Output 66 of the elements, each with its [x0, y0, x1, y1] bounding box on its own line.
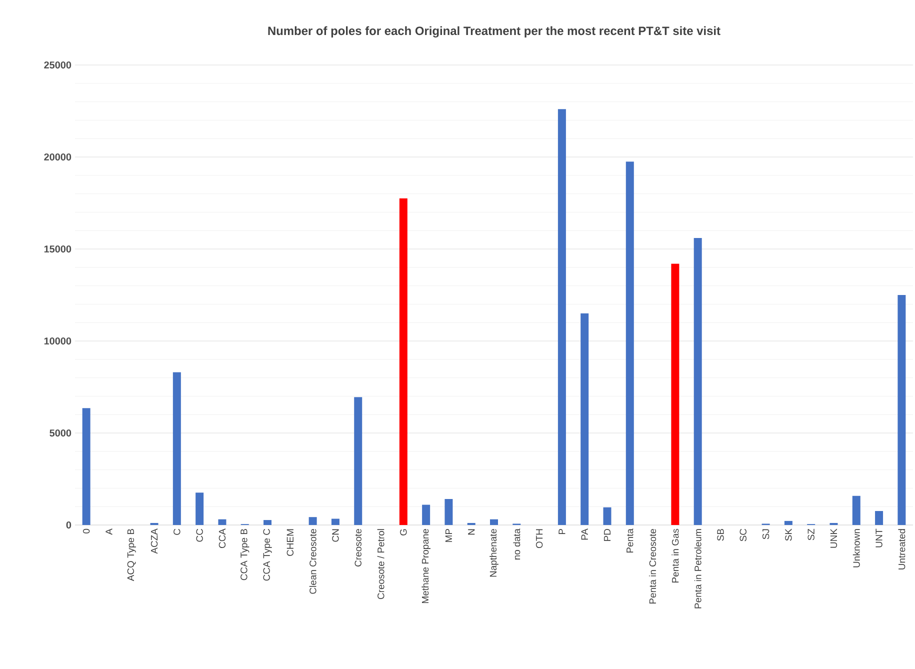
- x-tick-label: Penta in Gas: [672, 528, 679, 582]
- bar: [218, 519, 226, 525]
- bar: [172, 372, 181, 525]
- x-tick-label: Creosote: [354, 528, 362, 566]
- bar: [331, 518, 340, 525]
- bar: [580, 313, 589, 525]
- x-tick-label: PA: [581, 528, 588, 540]
- x-tick-label: PD: [604, 528, 611, 541]
- x-tick-label: no data: [513, 528, 520, 560]
- x-tick-label: UNT: [876, 528, 882, 548]
- bar: [898, 294, 906, 525]
- bar: [558, 109, 566, 525]
- x-tick-label: Penta in Creosote: [649, 528, 656, 604]
- x-tick-label: Creosote / Petrol: [377, 529, 384, 600]
- bar: [603, 507, 612, 525]
- bar: [422, 504, 430, 525]
- x-tick-label: N: [468, 529, 475, 535]
- x-tick-label: Napthenate: [490, 528, 498, 577]
- y-tick-label: 10000: [44, 337, 72, 345]
- bar: [490, 519, 498, 525]
- bar: [196, 492, 204, 525]
- x-tick-label: CC: [196, 528, 203, 542]
- x-tick-label: Penta in Petroleum: [694, 529, 702, 608]
- x-tick-label: SB: [717, 529, 724, 541]
- x-tick-label: SC: [740, 528, 746, 542]
- bar: [852, 496, 860, 525]
- x-tick-label: Unknown: [852, 529, 860, 568]
- x-tick-label: 0: [82, 528, 90, 534]
- y-tick-label: 5000: [50, 429, 72, 437]
- bar: [444, 499, 453, 525]
- bar: [875, 511, 884, 525]
- x-tick-label: Clean Creosote: [309, 528, 316, 594]
- y-tick-label: 0: [66, 521, 72, 529]
- x-tick-label: SZ: [808, 528, 814, 540]
- x-tick-label: MP: [445, 529, 452, 542]
- bar: [264, 520, 272, 525]
- x-tick-label: P: [558, 529, 566, 534]
- bar: [354, 397, 362, 525]
- bar: [308, 517, 317, 525]
- bar: [694, 238, 702, 525]
- x-tick-label: ACZA: [150, 528, 158, 554]
- x-tick-label: CCA Type C: [263, 528, 272, 581]
- bar: [671, 264, 680, 525]
- y-tick-label: 15000: [44, 245, 72, 253]
- x-tick-label: G: [400, 529, 407, 536]
- x-tick-label: Methane Propane: [422, 528, 430, 603]
- bar: [626, 162, 634, 525]
- y-tick-label: 20000: [44, 153, 72, 161]
- chart-title: Number of poles for each Original Treatment per the most recent PT&T site visit: [268, 26, 720, 38]
- x-tick-label: CCA Type B: [240, 529, 250, 580]
- x-tick-label: OTH: [536, 529, 543, 548]
- x-tick-label: CHEM: [286, 529, 294, 556]
- x-tick-label: UNK: [830, 528, 838, 548]
- y-tick-label: 25000: [44, 61, 72, 69]
- x-tick-label: C: [174, 528, 180, 535]
- x-tick-label: ACQ Type B: [127, 529, 136, 582]
- x-tick-label: Penta: [626, 528, 634, 552]
- x-tick-label: CN: [332, 529, 339, 542]
- bar: [399, 198, 408, 525]
- x-tick-label: Untreated: [898, 529, 906, 570]
- bar: [784, 520, 792, 525]
- x-tick-label: SJ: [762, 529, 770, 540]
- x-tick-label: SK: [785, 528, 792, 541]
- bar: [82, 408, 90, 525]
- x-tick-label: A: [106, 528, 112, 535]
- x-tick-label: CCA: [218, 528, 226, 548]
